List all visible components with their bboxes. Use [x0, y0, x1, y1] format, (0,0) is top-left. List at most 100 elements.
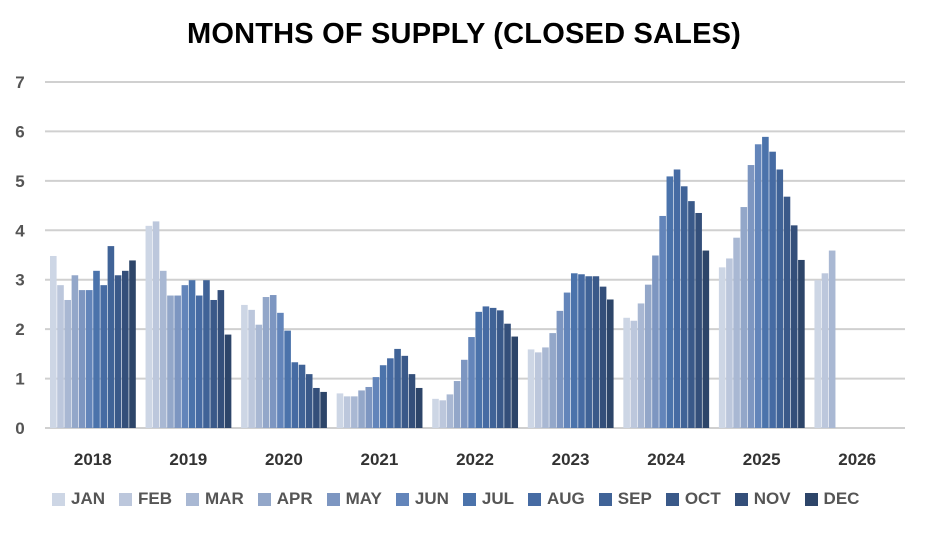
bar-jul-2024: [666, 176, 674, 428]
bar-aug-2020: [291, 362, 299, 428]
bar-feb-2023: [534, 352, 542, 428]
bar-jan-2023: [527, 349, 535, 428]
bar-mar-2022: [446, 394, 454, 428]
legend-swatch: [395, 492, 409, 506]
bar-jun-2020: [277, 312, 284, 428]
legend-item-feb: FEB: [119, 489, 172, 509]
legend-label: OCT: [684, 489, 721, 508]
y-tick-label: 2: [15, 320, 24, 339]
bar-sep-2020: [298, 364, 306, 428]
bar-oct-2020: [305, 374, 313, 428]
x-category-label: 2022: [456, 450, 494, 469]
y-tick-label: 7: [15, 73, 24, 92]
bar-jan-2025: [718, 267, 726, 428]
bar-jan-2024: [623, 317, 630, 428]
legend-label: JUN: [414, 489, 449, 508]
legend-label: FEB: [138, 489, 173, 508]
bar-aug-2025: [769, 151, 776, 429]
chart-title: MONTHS OF SUPPLY (CLOSED SALES): [186, 18, 742, 50]
bar-jul-2020: [284, 330, 291, 428]
bar-feb-2022: [439, 400, 447, 428]
bar-apr-2021: [358, 390, 365, 428]
bar-mar-2018: [64, 299, 71, 428]
bar-jul-2019: [188, 280, 196, 428]
legend-label: SEP: [617, 489, 652, 508]
x-category-label: 2025: [743, 450, 781, 469]
legend-item-aug: AUG: [528, 489, 585, 509]
bar-may-2018: [78, 290, 86, 428]
legend-swatch: [52, 492, 65, 506]
bar-aug-2022: [482, 306, 490, 428]
legend-label: JAN: [71, 489, 106, 508]
x-category-label: 2024: [647, 450, 685, 469]
x-category-label: 2020: [265, 450, 303, 469]
bar-oct-2025: [783, 196, 791, 428]
bar-oct-2018: [114, 275, 122, 428]
bar-oct-2021: [401, 355, 409, 428]
bar-nov-2022: [504, 323, 511, 428]
y-tick-label: 5: [15, 172, 24, 191]
bar-nov-2025: [790, 225, 798, 428]
bar-may-2019: [174, 295, 181, 428]
bar-nov-2019: [217, 290, 225, 428]
bar-sep-2019: [203, 280, 210, 428]
bar-feb-2018: [57, 285, 64, 428]
bar-sep-2021: [394, 348, 401, 428]
legend-item-jun: JUN: [395, 489, 449, 509]
x-category-label: 2021: [361, 450, 399, 469]
y-tick-label: 6: [15, 122, 24, 141]
bar-mar-2023: [542, 347, 549, 428]
bar-dec-2021: [415, 387, 423, 428]
bar-jun-2021: [372, 377, 380, 428]
bar-may-2020: [269, 295, 277, 428]
legend-swatch: [598, 492, 612, 506]
bar-nov-2020: [313, 387, 320, 428]
bar-apr-2022: [453, 381, 461, 428]
legend-label: NOV: [753, 489, 791, 508]
y-tick-label: 3: [15, 271, 24, 290]
bar-jun-2025: [754, 144, 762, 428]
bar-may-2021: [365, 386, 373, 428]
bar-apr-2019: [167, 295, 174, 428]
bar-apr-2023: [549, 333, 556, 428]
bar-may-2024: [652, 255, 659, 428]
legend-swatch: [119, 492, 133, 506]
legend-swatch: [665, 492, 679, 506]
legend-swatch: [326, 492, 340, 506]
legend-swatch: [186, 492, 200, 506]
legend: JAN FEB MAR APR MAY JUN JUL AUG SEP OCT NOV DEC: [52, 489, 873, 509]
bar-dec-2018: [129, 260, 136, 428]
bar-dec-2020: [320, 391, 327, 428]
bar-jul-2022: [475, 311, 483, 428]
bar-nov-2024: [695, 212, 702, 428]
bar-may-2023: [556, 310, 564, 428]
bar-aug-2023: [578, 274, 585, 428]
legend-item-may: MAY: [326, 489, 382, 509]
bar-nov-2018: [122, 270, 129, 428]
x-category-label: 2019: [169, 450, 207, 469]
bar-jun-2024: [659, 215, 666, 428]
bar-jul-2025: [762, 136, 769, 428]
x-category-label: 2023: [552, 450, 590, 469]
legend-label: MAR: [205, 489, 244, 508]
bar-sep-2022: [489, 307, 497, 428]
legend-item-jul: JUL: [462, 489, 514, 509]
legend-label: APR: [276, 489, 313, 508]
legend-swatch: [257, 492, 271, 506]
x-category-label: 2018: [74, 450, 112, 469]
bar-sep-2023: [585, 276, 592, 428]
bar-jan-2022: [432, 398, 439, 428]
bar-feb-2019: [152, 221, 160, 428]
bar-apr-2025: [740, 207, 748, 428]
bar-dec-2023: [606, 299, 614, 428]
bar-may-2022: [461, 359, 468, 428]
bar-jan-2019: [145, 225, 153, 428]
bar-jan-2018: [50, 255, 57, 428]
bar-jun-2018: [86, 290, 93, 428]
bar-aug-2019: [195, 295, 203, 428]
bar-apr-2020: [262, 297, 270, 428]
bar-aug-2021: [387, 358, 394, 428]
bar-dec-2025: [798, 259, 805, 428]
legend-label: DEC: [823, 489, 860, 508]
